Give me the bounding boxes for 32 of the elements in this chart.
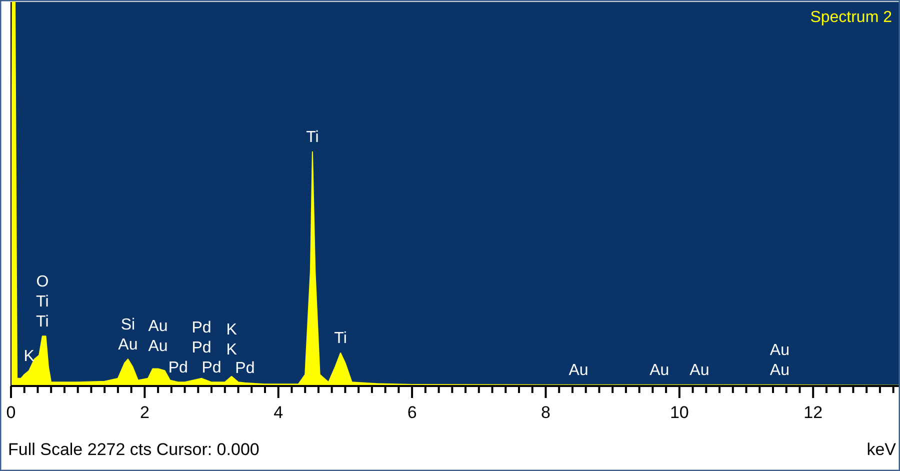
x-tick-label: 4 [274,403,284,422]
annotation: Au [148,338,168,355]
annotation: Pd [192,320,212,337]
annotation: Ti [334,330,347,348]
annotation: Ti [36,293,49,310]
annotation: O [36,273,49,290]
x-tick-label: 8 [541,403,550,422]
annotation: Pd [202,359,222,376]
text: Spectrum 2 [810,9,892,26]
annotation: Si [120,316,136,334]
annotation: K [24,348,35,365]
annotation: Pd [235,360,255,378]
text: Full Scale 2272 cts Cursor: 0.000 [8,440,260,459]
annotation: Au [770,362,790,380]
annotation: Au [650,362,670,380]
annotation: Au [568,362,588,380]
x-tick-label: 6 [407,403,417,422]
annotation: Au [690,362,710,380]
x-tick-label: 10 [670,403,689,422]
x-tick-label: 12 [804,403,823,422]
annotation: K [226,322,238,339]
annotation: Pd [192,340,212,357]
annotation: Pd [168,359,188,376]
annotation: Au [770,342,790,360]
annotation: K [226,342,238,359]
annotation: Au [118,336,138,354]
x-tick-label: 0 [6,403,16,422]
annotation: Ti [306,128,319,146]
annotation: Ti [36,313,49,330]
x-axis-title: keV [866,440,897,459]
x-tick-label: 2 [140,403,150,422]
annotation: Au [148,318,168,335]
